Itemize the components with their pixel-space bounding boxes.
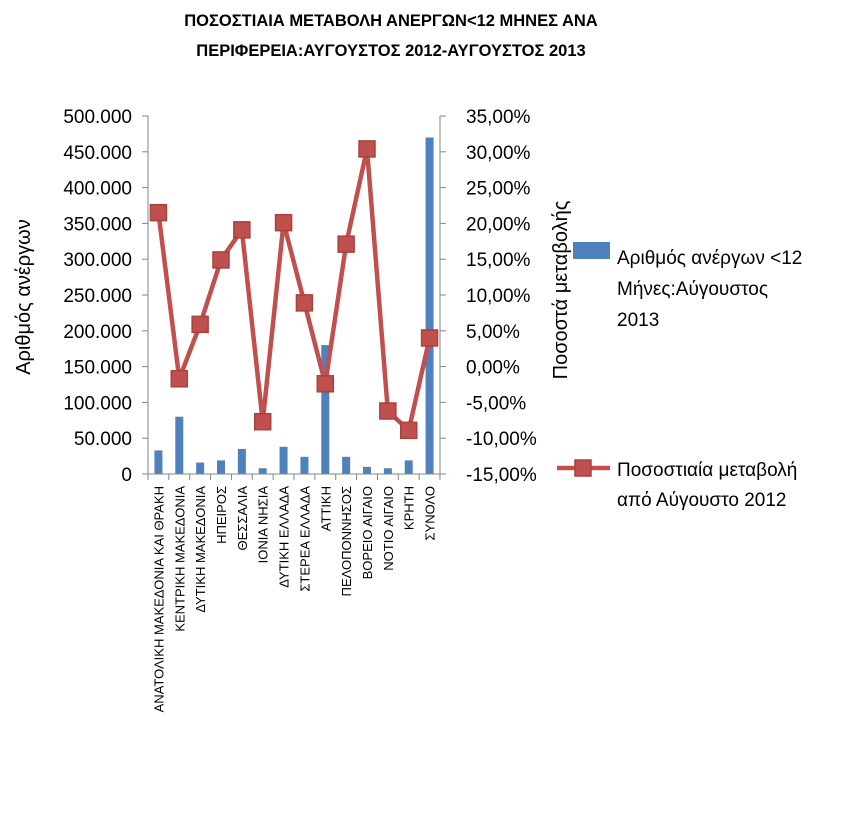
line-point-marker: [316, 375, 335, 393]
x-category-label: ΑΝΑΤΟΛΙΚΗ ΜΑΚΕΔΟΝΙΑ ΚΑΙ ΘΡΑΚΗ: [151, 486, 166, 712]
bar-mark: [300, 456, 309, 474]
legend-bar-label: Μήνες:Αύγουστος: [617, 279, 768, 300]
line-point-marker: [358, 140, 376, 158]
bar-mark: [279, 446, 288, 474]
chart-title-line: ΠΕΡΙΦΕΡΕΙΑ:ΑΥΓΟΥΣΤΟΣ 2012-ΑΥΓΟΥΣΤΟΣ 2013: [196, 42, 585, 60]
legend-bar-label: Αριθμός ανέργων <12: [617, 248, 802, 269]
x-category-label: ΘΕΣΣΑΛΙΑ: [235, 486, 250, 551]
x-category-label: ΑΤΤΙΚΗ: [318, 486, 333, 531]
bar-series: [154, 137, 434, 475]
left-axis-tick-label: 50.000: [74, 429, 132, 450]
x-category-label: ΔΥΤΙΚΗ ΜΑΚΕΔΟΝΙΑ: [193, 486, 208, 613]
left-axis-tick-label: 150.000: [63, 358, 132, 379]
x-category-label: ΝΟΤΙΟ ΑΙΓΑΙΟ: [381, 486, 396, 571]
bar-mark: [196, 462, 205, 474]
bar-mark: [363, 466, 371, 474]
right-axis-tick-label: 20,00%: [466, 214, 531, 235]
bar-mark: [425, 137, 434, 475]
line-point-marker: [149, 203, 168, 222]
x-category-label: ΚΕΝΤΡΙΚΗ ΜΑΚΕΔΟΝΙΑ: [172, 486, 187, 632]
right-axis-tick-label: 5,00%: [466, 322, 520, 343]
right-axis-tick-label: 10,00%: [466, 286, 531, 307]
line-point-marker: [170, 370, 189, 388]
legend-line-label: από Αύγουστο 2012: [617, 490, 787, 511]
line-point-marker: [274, 213, 293, 232]
line-point-marker: [191, 315, 209, 334]
legend-bar-swatch: [573, 242, 610, 259]
right-y-axis: -15,00% -10,00% -5,00% 0,00% 5,00% 10,00% 15,0…: [439, 107, 537, 486]
x-category-label: ΙΟΝΙΑ ΝΗΣΙΑ: [256, 486, 271, 564]
left-axis-tick-label: 450.000: [63, 143, 132, 164]
chart-title: ΠΟΣΟΣΤΙΑΙΑ ΜΕΤΑΒΟΛΗ ΑΝΕΡΓΩΝ<12 ΜΗΝΕΣ ΑΝΑ…: [184, 12, 598, 60]
bar-mark: [154, 450, 163, 474]
right-axis-tick-label: -15,00%: [466, 465, 537, 486]
right-axis-tick-label: 30,00%: [466, 143, 531, 164]
legend: Αριθμός ανέργων <12 Μήνες:Αύγουστος 2013 Πο…: [557, 242, 802, 511]
bar-mark: [383, 468, 392, 474]
left-axis-tick-label: 100.000: [63, 393, 132, 414]
right-axis-tick-label: -10,00%: [466, 429, 537, 450]
legend-line-marker: [574, 459, 592, 477]
legend-bar-label: 2013: [617, 310, 659, 331]
line-point-marker: [295, 294, 314, 312]
chart-title-line: ΠΟΣΟΣΤΙΑΙΑ ΜΕΤΑΒΟΛΗ ΑΝΕΡΓΩΝ<12 ΜΗΝΕΣ ΑΝΑ: [184, 12, 598, 30]
bar-mark: [404, 460, 413, 474]
left-axis-label: Αριθμός ανέργων: [13, 219, 35, 375]
left-axis-tick-label: 0: [121, 465, 132, 486]
line-point-marker: [212, 251, 230, 269]
x-category-label: ΣΥΝΟΛΟ: [423, 486, 438, 541]
bar-mark: [217, 460, 225, 474]
left-y-axis: 0 50.000 100.000 150.000 200.000 250.000 300.0…: [63, 107, 149, 486]
x-axis-categories: ΑΝΑΤΟΛΙΚΗ ΜΑΚΕΔΟΝΙΑ ΚΑΙ ΘΡΑΚΗ ΚΕΝΤΡΙΚΗ ΜΑ…: [147, 473, 441, 712]
line-path: [156, 146, 432, 433]
line-point-marker: [253, 412, 272, 431]
line-point-marker: [233, 221, 251, 239]
right-axis-tick-label: 0,00%: [466, 358, 520, 379]
x-category-label: ΠΕΛΟΠΟΝΝΗΣΟΣ: [339, 486, 354, 596]
x-category-label: ΒΟΡΕΙΟ ΑΙΓΑΙΟ: [360, 486, 375, 579]
right-axis-label: Ποσοστά μεταβολής: [550, 200, 572, 379]
legend-line-label: Ποσοστιαία μεταβολή: [617, 460, 797, 481]
left-axis-tick-label: 350.000: [63, 214, 132, 235]
bar-mark: [342, 456, 351, 474]
left-axis-tick-label: 200.000: [63, 322, 132, 343]
left-axis-tick-label: 400.000: [63, 179, 132, 200]
x-category-label: ΔΥΤΙΚΗ ΕΛΛΑΔΑ: [277, 486, 292, 588]
line-point-marker: [399, 421, 418, 440]
right-axis-tick-label: 35,00%: [466, 107, 531, 128]
right-axis-tick-label: 15,00%: [466, 250, 531, 271]
left-axis-tick-label: 500.000: [63, 107, 132, 128]
right-axis-tick-label: 25,00%: [466, 179, 531, 200]
left-axis-tick-label: 250.000: [63, 286, 132, 307]
line-point-marker: [379, 402, 397, 420]
right-axis-tick-label: -5,00%: [466, 393, 526, 414]
bar-mark: [321, 345, 330, 474]
line-point-marker: [420, 329, 439, 347]
x-category-label: ΚΡΗΤΗ: [402, 486, 417, 530]
x-category-label: ΣΤΕΡΕΑ ΕΛΛΑΔΑ: [297, 486, 312, 592]
line-series: [149, 140, 439, 440]
line-point-marker: [337, 235, 355, 253]
bar-mark: [175, 416, 184, 474]
left-axis-tick-label: 300.000: [63, 250, 132, 271]
x-category-label: ΗΠΕΙΡΟΣ: [214, 486, 229, 544]
bar-mark: [237, 448, 246, 474]
bar-mark: [258, 468, 267, 474]
